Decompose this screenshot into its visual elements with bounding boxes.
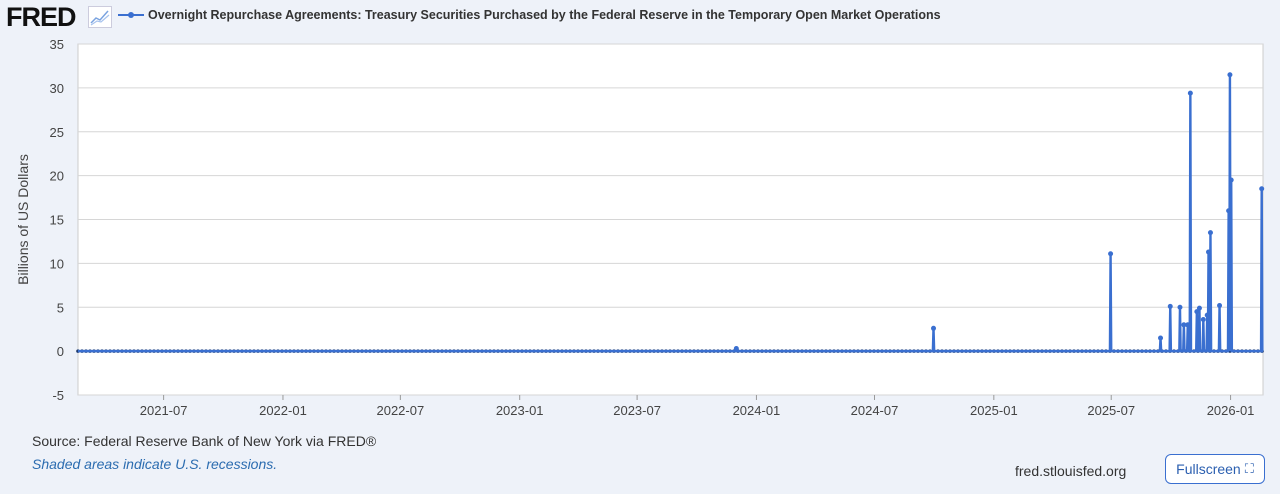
x-tick-label: 2021-07 bbox=[140, 403, 188, 418]
data-point bbox=[1217, 302, 1223, 308]
data-point bbox=[1228, 177, 1234, 183]
x-tick-label: 2022-01 bbox=[259, 403, 307, 418]
data-point bbox=[733, 345, 739, 351]
source-note: Source: Federal Reserve Bank of New York… bbox=[32, 433, 377, 449]
fred-logo[interactable]: FRED bbox=[6, 2, 76, 32]
data-point bbox=[1185, 322, 1191, 328]
data-point bbox=[1177, 304, 1183, 310]
y-tick-label: 10 bbox=[50, 256, 64, 271]
x-tick-label: 2025-01 bbox=[970, 403, 1018, 418]
data-point bbox=[1181, 322, 1187, 328]
fullscreen-button[interactable]: Fullscreen ⛶ bbox=[1165, 454, 1265, 484]
data-point bbox=[1167, 303, 1173, 309]
y-tick-label: 5 bbox=[57, 300, 64, 315]
data-point bbox=[1158, 335, 1164, 341]
data-point bbox=[1259, 186, 1265, 192]
y-axis-label: Billions of US Dollars bbox=[15, 154, 31, 285]
data-point bbox=[1187, 90, 1193, 96]
data-point bbox=[1196, 305, 1202, 311]
x-tick-label: 2022-07 bbox=[376, 403, 424, 418]
expand-icon: ⛶ bbox=[1244, 461, 1254, 476]
site-link[interactable]: fred.stlouisfed.org bbox=[1015, 463, 1127, 479]
data-point bbox=[1227, 72, 1233, 78]
legend: Overnight Repurchase Agreements: Treasur… bbox=[118, 8, 941, 22]
y-tick-label: 15 bbox=[50, 213, 64, 228]
y-tick-label: 30 bbox=[50, 81, 64, 96]
series-title: Overnight Repurchase Agreements: Treasur… bbox=[148, 8, 941, 22]
data-point bbox=[1207, 230, 1213, 236]
x-tick-label: 2024-07 bbox=[851, 403, 899, 418]
y-tick-label: 0 bbox=[57, 344, 64, 359]
chart: -5 0 5 10 15 20 25 30 35 2021-07 2022-01 2022-07 202… bbox=[15, 37, 1265, 418]
y-tick-label: 35 bbox=[50, 37, 64, 52]
x-tick-label: 2024-01 bbox=[733, 403, 781, 418]
data-point bbox=[931, 325, 937, 331]
fullscreen-label: Fullscreen bbox=[1176, 461, 1241, 477]
data-point bbox=[1206, 249, 1212, 255]
legend-swatch bbox=[118, 12, 144, 18]
data-point bbox=[1204, 312, 1210, 318]
chart-line-icon[interactable] bbox=[88, 6, 112, 28]
data-point bbox=[1226, 208, 1232, 214]
recessions-link[interactable]: Shaded areas indicate U.S. recessions. bbox=[32, 456, 278, 472]
x-tick-label: 2023-01 bbox=[496, 403, 544, 418]
data-point bbox=[1108, 251, 1114, 257]
x-tick-label: 2026-01 bbox=[1207, 403, 1255, 418]
y-tick-label: 20 bbox=[50, 169, 64, 184]
data-point bbox=[1194, 309, 1200, 315]
y-tick-label: 25 bbox=[50, 125, 64, 140]
y-tick-label: -5 bbox=[52, 388, 64, 403]
x-tick-label: 2023-07 bbox=[613, 403, 661, 418]
x-tick-label: 2025-07 bbox=[1087, 403, 1135, 418]
data-point bbox=[1200, 317, 1206, 323]
